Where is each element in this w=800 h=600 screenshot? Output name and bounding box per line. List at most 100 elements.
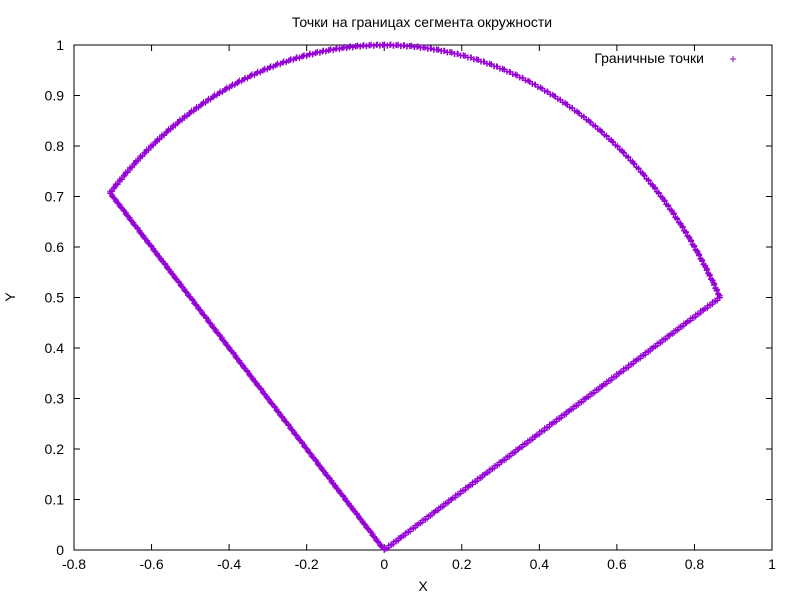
data-point-fill [127,216,134,223]
data-point-fill [251,377,258,384]
data-point-fill [125,213,132,220]
data-point-fill [244,369,251,376]
data-point-fill [339,44,346,51]
x-tick-label: 0 [380,556,388,572]
data-point-fill [192,301,199,308]
y-axis-ticks: 0 0.1 0.2 0.3 0.4 0.5 0.6 0.7 0.8 0.9 1 [45,37,772,558]
data-point-fill [350,507,357,514]
data-point-fill [182,288,189,295]
data-point-fill [321,468,328,475]
data-point-fill [375,539,382,546]
data-point-fill [176,279,183,286]
data-point-fill [333,484,340,491]
data-point-fill [152,249,159,256]
data-point-fill [203,315,210,322]
data-point-fill [274,408,281,415]
y-axis-label: Y [2,292,18,302]
data-point-fill [237,359,244,366]
data-point-fill [227,346,234,353]
data-point-fill [317,463,324,470]
data-point-fill [333,45,340,52]
data-point-fill [117,204,124,211]
data-point-fill [347,502,354,509]
y-tick-label: 0.3 [45,391,65,407]
data-point-fill [258,386,265,393]
data-point-fill [111,195,118,202]
data-point-fill [252,379,259,386]
y-tick-label: 0 [56,542,64,558]
data-point-fill [264,395,271,402]
data-point-fill [266,396,273,403]
data-point-fill [323,471,330,478]
x-tick-label: -0.2 [295,556,319,572]
data-point-fill [129,218,136,225]
data-point-fill [260,390,267,397]
data-point-fill [200,311,207,318]
x-tick-label: 1 [768,556,776,572]
x-tick-label: 0.2 [452,556,472,572]
data-point-fill [148,244,155,251]
data-point-fill [354,511,361,518]
data-point-fill [151,247,158,254]
data-point-fill [162,261,169,268]
data-point-fill [113,199,120,206]
data-point-fill [115,200,122,207]
data-point-fill [340,494,347,501]
data-point-fill [110,194,117,201]
data-point-fill [278,413,285,420]
data-point-fill [313,458,320,465]
data-point-fill [247,372,254,379]
data-point-fill [238,361,245,368]
data-point-fill [315,461,322,468]
data-point-fill [299,440,306,447]
data-point-fill [131,221,138,228]
data-point-fill [320,47,327,54]
data-point-fill [333,45,340,52]
data-point-fill [279,414,286,421]
y-tick-label: 0.7 [45,189,65,205]
data-point-fill [142,236,149,243]
legend-plus-icon [730,56,736,62]
data-point-fill [306,51,313,58]
y-tick-label: 0.6 [45,239,65,255]
data-point-fill [288,426,295,433]
data-point-fill [374,538,381,545]
data-point-fill [234,356,241,363]
legend-label: Граничные точки [594,50,704,66]
data-point-fill [327,476,334,483]
data-point-fill [241,364,248,371]
data-point-fill [183,289,190,296]
data-point-fill [156,254,163,261]
data-point-fill [372,534,379,541]
data-point-fill [364,525,371,532]
data-point-fill [302,444,309,451]
data-point-fill [193,302,200,309]
chart-title: Точки на границах сегмента окружности [292,14,552,30]
data-point-fill [309,454,316,461]
y-tick-label: 0.8 [45,138,65,154]
data-point-fill [207,320,214,327]
data-point-fill [172,275,179,282]
data-point-fill [164,265,171,272]
data-point-fill [213,329,220,336]
data-point-fill [178,283,185,290]
data-point-fill [276,409,283,416]
data-point-fill [358,516,365,523]
data-points-layer [107,41,724,553]
x-tick-label: -0.6 [139,556,163,572]
data-point-fill [186,293,193,300]
data-point-fill [282,418,289,425]
x-axis-label: X [418,578,428,594]
data-point-fill [286,422,293,429]
data-point-fill [272,404,279,411]
data-point-fill [121,208,128,215]
data-point-fill [295,436,302,443]
data-point-fill [196,306,203,313]
data-point-fill [326,46,333,53]
y-tick-label: 0.2 [45,441,65,457]
data-point-fill [248,374,255,381]
y-tick-label: 0.1 [45,492,65,508]
data-point-fill [155,252,162,259]
y-tick-label: 0.4 [45,340,65,356]
data-point-fill [231,351,238,358]
